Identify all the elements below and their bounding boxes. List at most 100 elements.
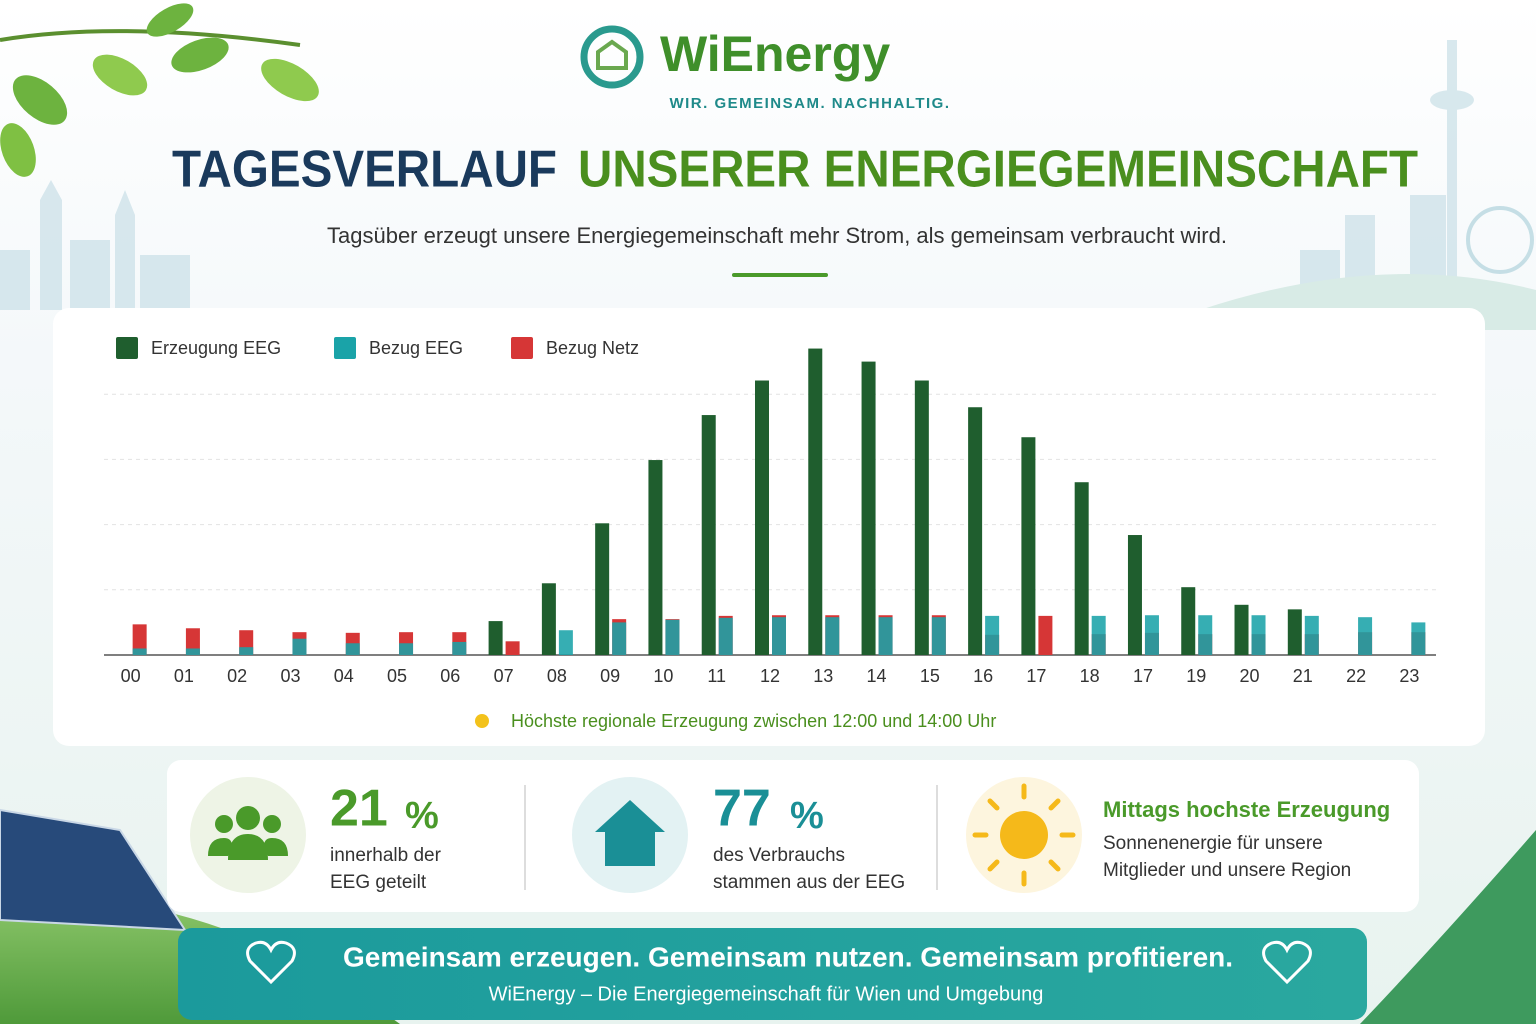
bar	[718, 617, 733, 655]
x-tick-label: 04	[334, 666, 354, 686]
bar	[185, 648, 200, 655]
bar	[558, 630, 573, 655]
bar	[1251, 615, 1266, 655]
x-tick-label: 20	[1240, 666, 1260, 686]
chart: Erzeugung EEG Bezug EEG Bezug Netz 00 01 02 03…	[104, 337, 1436, 686]
stat-label: stammen aus der EEG	[713, 872, 905, 893]
bar	[292, 638, 307, 655]
footer-note: WiEnergy – Die Energiegemeinschaft für W…	[489, 983, 1044, 1005]
legend-swatch	[334, 337, 356, 359]
divider	[732, 273, 828, 277]
legend-label: Bezug EEG	[369, 338, 463, 358]
x-tick-label: 05	[387, 666, 407, 686]
x-tick-label: 06	[440, 666, 460, 686]
x-tick-label: 13	[813, 666, 833, 686]
x-tick-label: 08	[547, 666, 567, 686]
bar	[701, 415, 716, 655]
brand: WiEnergy	[660, 26, 890, 82]
x-tick-label: 01	[174, 666, 194, 686]
bar	[1358, 617, 1373, 655]
stat-unit: %	[790, 795, 824, 837]
stat-title: Mittags hochste Erzeugung	[1103, 797, 1390, 822]
bar	[1198, 615, 1213, 655]
bar	[399, 643, 414, 655]
x-tick-label: 23	[1399, 666, 1419, 686]
tagline: WIR. GEMEINSAM. NACHHALTIG.	[669, 95, 950, 112]
x-tick-label: 18	[1080, 666, 1100, 686]
bar	[665, 619, 680, 655]
heart-icon	[246, 940, 296, 985]
x-tick-label: 19	[1186, 666, 1206, 686]
x-tick-label: 02	[227, 666, 247, 686]
stat-label: des Verbrauchs	[713, 845, 845, 866]
footer-banner	[178, 928, 1367, 1020]
stat-value: 21	[330, 780, 388, 838]
slogan: Gemeinsam erzeugen. Gemeinsam nutzen. Ge…	[343, 941, 1233, 972]
bar	[1234, 604, 1249, 655]
stat-unit: %	[405, 795, 439, 837]
bar	[931, 617, 946, 655]
x-tick-label: 17	[1133, 666, 1153, 686]
bar	[878, 617, 893, 655]
legend-swatch	[511, 337, 533, 359]
bar	[1144, 615, 1159, 655]
green-swoosh	[1360, 830, 1536, 1024]
logo	[580, 25, 644, 89]
bar	[914, 380, 929, 655]
bar	[1091, 615, 1106, 655]
x-tick-label: 16	[973, 666, 993, 686]
x-tick-label: 11	[707, 666, 726, 686]
x-tick-label: 15	[920, 666, 940, 686]
x-tick-label: 14	[867, 666, 887, 686]
bar	[505, 641, 520, 655]
bar	[808, 348, 823, 655]
x-tick-label: 21	[1293, 666, 1313, 686]
x-tick-label: 22	[1346, 666, 1366, 686]
house-icon	[595, 800, 665, 866]
bar	[1038, 615, 1053, 655]
subtitle: Tagsüber erzeugt unsere Energiegemeinsch…	[327, 223, 1227, 248]
sun-icon	[1000, 811, 1048, 859]
bar	[185, 628, 200, 655]
bar	[1287, 609, 1302, 655]
legend-swatch	[116, 337, 138, 359]
x-tick-label: 12	[760, 666, 780, 686]
bar	[1074, 482, 1089, 655]
stats-card	[167, 760, 1419, 912]
logo-house	[596, 39, 628, 70]
x-tick-label: 17	[1026, 666, 1046, 686]
bar	[541, 583, 556, 655]
bar	[1304, 615, 1319, 655]
stat-value: 77	[713, 780, 771, 838]
bar	[985, 615, 1000, 655]
title: TAGESVERLAUF	[172, 141, 557, 199]
legend-label: Bezug Netz	[546, 338, 639, 358]
leaves	[0, 3, 319, 177]
stat-label: EEG geteilt	[330, 872, 427, 893]
bar	[1127, 535, 1142, 655]
bar	[1021, 437, 1036, 655]
bar	[861, 361, 876, 655]
legend-label: Erzeugung EEG	[151, 338, 281, 358]
x-tick-label: 03	[280, 666, 300, 686]
bar	[239, 647, 254, 655]
bar	[132, 648, 147, 655]
people-icon	[208, 806, 288, 860]
title: UNSERER ENERGIEGEMEINSCHAFT	[578, 141, 1418, 199]
bar	[345, 643, 360, 655]
x-tick-label: 07	[494, 666, 514, 686]
stat-label: Sonnenenergie für unsere	[1103, 833, 1323, 854]
x-tick-label: 10	[653, 666, 673, 686]
sun-rays	[972, 783, 1076, 887]
bar	[612, 622, 627, 655]
bar	[648, 460, 663, 655]
x-tick-label: 09	[600, 666, 620, 686]
bar	[968, 407, 983, 655]
bar	[755, 380, 769, 655]
annotation: Höchste regionale Erzeugung zwischen 12:…	[511, 711, 996, 731]
bar	[772, 617, 786, 655]
stat-label: innerhalb der	[330, 845, 442, 866]
heart-icon	[1262, 940, 1312, 985]
